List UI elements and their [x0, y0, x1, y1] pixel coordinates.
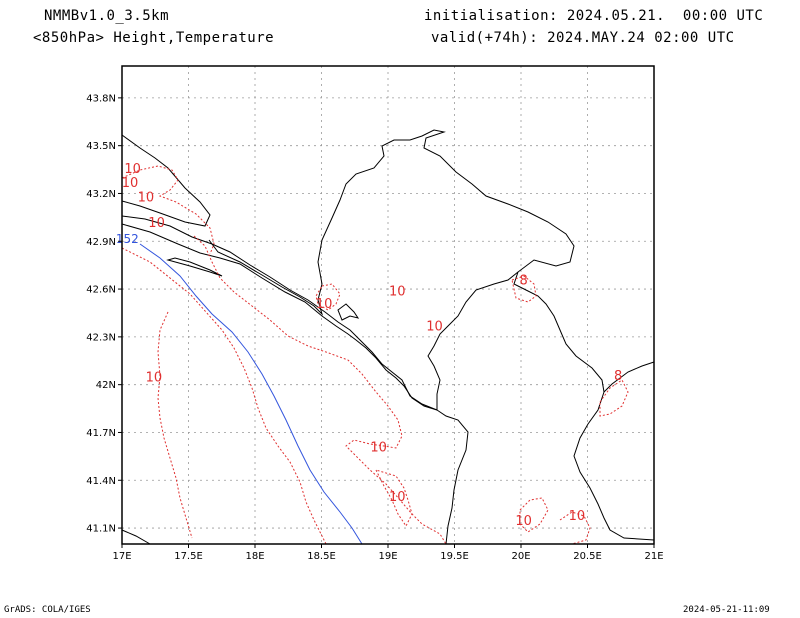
height-contour-152: [139, 243, 363, 545]
temperature-label: 10: [389, 284, 406, 299]
temperature-label: 10: [316, 297, 333, 312]
axis-ticks: 17E 17.5E 18E 18.5E 19E 19.5E 20E 20.5E 21E 41.1N…: [86, 93, 663, 562]
x-tick-label: 19E: [378, 551, 397, 562]
y-tick-label: 42.3N: [86, 332, 116, 343]
border-albania-coast: [436, 409, 469, 545]
temperature-label: 10: [515, 514, 532, 529]
height-label: 152: [116, 232, 139, 246]
x-tick-label: 18.5E: [307, 551, 336, 562]
border-albania-montenegro: [427, 271, 519, 410]
grid-lines: [122, 66, 654, 544]
temperature-label: 10: [370, 441, 387, 456]
y-tick-label: 42.9N: [86, 237, 116, 248]
temperature-label: 10: [148, 216, 165, 231]
x-tick-label: 21E: [644, 551, 663, 562]
temp-contour-10-se: [559, 511, 591, 545]
x-tick-label: 19.5E: [440, 551, 469, 562]
temperature-label: 10: [426, 319, 443, 334]
init-time: initialisation: 2024.05.21. 00:00 UTC: [424, 8, 764, 24]
border-montenegro-north: [208, 129, 605, 393]
temp-contour-10-far-west: [157, 311, 193, 539]
temp-contour-10-inner: [121, 247, 327, 545]
temperature-label: 10: [146, 370, 163, 385]
temp-contour-8-east: [599, 379, 629, 417]
temperature-label: 10: [138, 190, 155, 205]
temperature-label: 10: [122, 176, 139, 191]
border-southwest-corner: [121, 529, 151, 545]
coastline-inner: [121, 223, 438, 411]
country-borders: [121, 129, 655, 545]
border-serbia-kosovo: [603, 361, 655, 393]
y-tick-label: 41.7N: [86, 428, 116, 439]
x-tick-label: 20.5E: [573, 551, 602, 562]
model-title: NMMBv1.0_3.5km: [44, 8, 170, 24]
y-tick-label: 43.8N: [86, 93, 116, 104]
lake: [337, 303, 360, 321]
x-tick-label: 17E: [112, 551, 131, 562]
border-kosovo-albania: [573, 391, 655, 541]
coastline: [121, 134, 438, 411]
level-field-title: <850hPa> Height,Temperature: [33, 30, 275, 46]
temperature-contours: [121, 165, 629, 545]
y-tick-label: 43.2N: [86, 189, 116, 200]
temp-contour-10-south: [519, 497, 549, 533]
x-tick-label: 18E: [245, 551, 264, 562]
y-tick-label: 41.4N: [86, 476, 116, 487]
y-tick-label: 43.5N: [86, 141, 116, 152]
x-tick-label: 17.5E: [174, 551, 203, 562]
temp-contour-10-albania: [375, 469, 413, 527]
temp-contour-10-center: [315, 283, 341, 311]
footer-credit: GrADS: COLA/IGES: [4, 605, 91, 615]
temp-contour-10-west: [121, 165, 447, 545]
temperature-label: 10: [569, 509, 586, 524]
peljesac-peninsula: [166, 257, 223, 277]
valid-time: valid(+74h): 2024.MAY.24 02:00 UTC: [431, 30, 735, 46]
temperature-label: 10: [124, 162, 141, 177]
y-tick-label: 42N: [96, 380, 116, 391]
footer-timestamp: 2024-05-21-11:09: [683, 605, 770, 615]
height-labels: 152: [116, 232, 139, 246]
y-tick-label: 41.1N: [86, 524, 116, 535]
temperature-label: 8: [520, 273, 528, 288]
y-tick-label: 42.6N: [86, 285, 116, 296]
map-frame: [121, 65, 655, 545]
temperature-label: 10: [389, 490, 406, 505]
x-tick-label: 20E: [511, 551, 530, 562]
temperature-label: 8: [614, 369, 622, 384]
temp-contour-8-kosovo: [511, 275, 537, 303]
